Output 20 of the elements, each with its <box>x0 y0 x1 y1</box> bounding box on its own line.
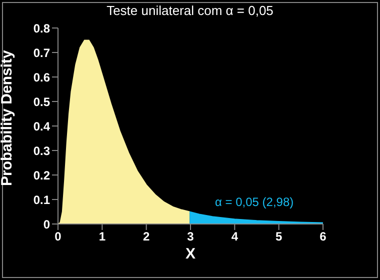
y-axis-title: Probability Density <box>0 49 16 186</box>
y-tick-label: 0.4 <box>33 119 50 134</box>
y-tick-label: 0.6 <box>33 70 50 84</box>
x-axis-title: X <box>185 246 196 263</box>
y-tick-label: 0.3 <box>33 144 50 158</box>
y-tick-label: 0 <box>43 217 50 232</box>
x-tick-label: 0 <box>54 230 62 244</box>
y-tick-label: 0.7 <box>33 46 50 60</box>
x-tick-label: 1 <box>98 230 106 244</box>
chart-title: Teste unilateral com α = 0,05 <box>106 3 274 18</box>
x-tick-label: 6 <box>320 230 327 244</box>
y-tick-label: 0.5 <box>33 94 50 109</box>
x-tick-label: 2 <box>142 230 150 244</box>
y-tick-label: 0.2 <box>33 168 50 182</box>
x-tick-label: 3 <box>187 230 194 244</box>
y-tick-label: 0.1 <box>33 192 50 207</box>
x-tick-label: 4 <box>231 230 238 244</box>
y-tick-label: 0.8 <box>33 21 50 36</box>
x-tick-label: 5 <box>275 230 282 244</box>
annotation: α = 0,05 (2,98) <box>215 195 294 209</box>
